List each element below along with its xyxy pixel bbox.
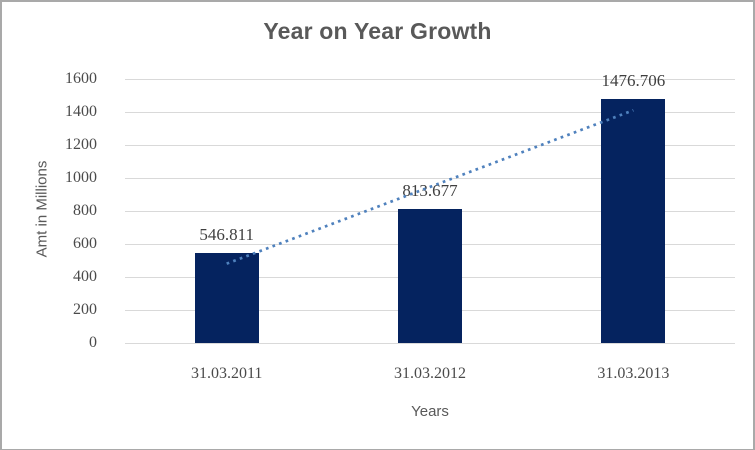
y-tick-label: 1000: [65, 169, 97, 186]
data-label: 813.677: [402, 180, 458, 200]
y-tick-label: 1600: [65, 70, 97, 87]
x-tick-label: 31.03.2013: [597, 365, 670, 382]
bar-31.03.2012: [398, 208, 462, 343]
data-label: 546.811: [199, 224, 254, 244]
data-label: 1476.706: [601, 71, 666, 91]
gridline: [125, 177, 735, 179]
gridline: [125, 78, 735, 80]
y-tick-label: 1400: [65, 103, 97, 120]
y-tick-label: 0: [89, 334, 97, 351]
gridline: [125, 111, 735, 113]
y-tick-label: 800: [73, 202, 97, 219]
y-tick-label: 600: [73, 235, 97, 252]
gridline: [125, 342, 735, 344]
bar-31.03.2013: [601, 99, 666, 343]
gridline: [125, 144, 735, 146]
trendline: [226, 108, 634, 265]
y-tick-label: 1200: [65, 136, 97, 153]
y-tick-label: 400: [73, 268, 97, 285]
bar-31.03.2011: [194, 252, 259, 343]
x-axis-title: Years: [411, 403, 449, 420]
plot-area: 546.811 813.677 1476.706: [125, 71, 735, 344]
y-tick-label: 200: [73, 301, 97, 318]
x-tick-label: 31.03.2012: [394, 365, 466, 382]
chart-title: Year on Year Growth: [263, 18, 492, 44]
x-tick-label: 31.03.2011: [190, 365, 263, 382]
